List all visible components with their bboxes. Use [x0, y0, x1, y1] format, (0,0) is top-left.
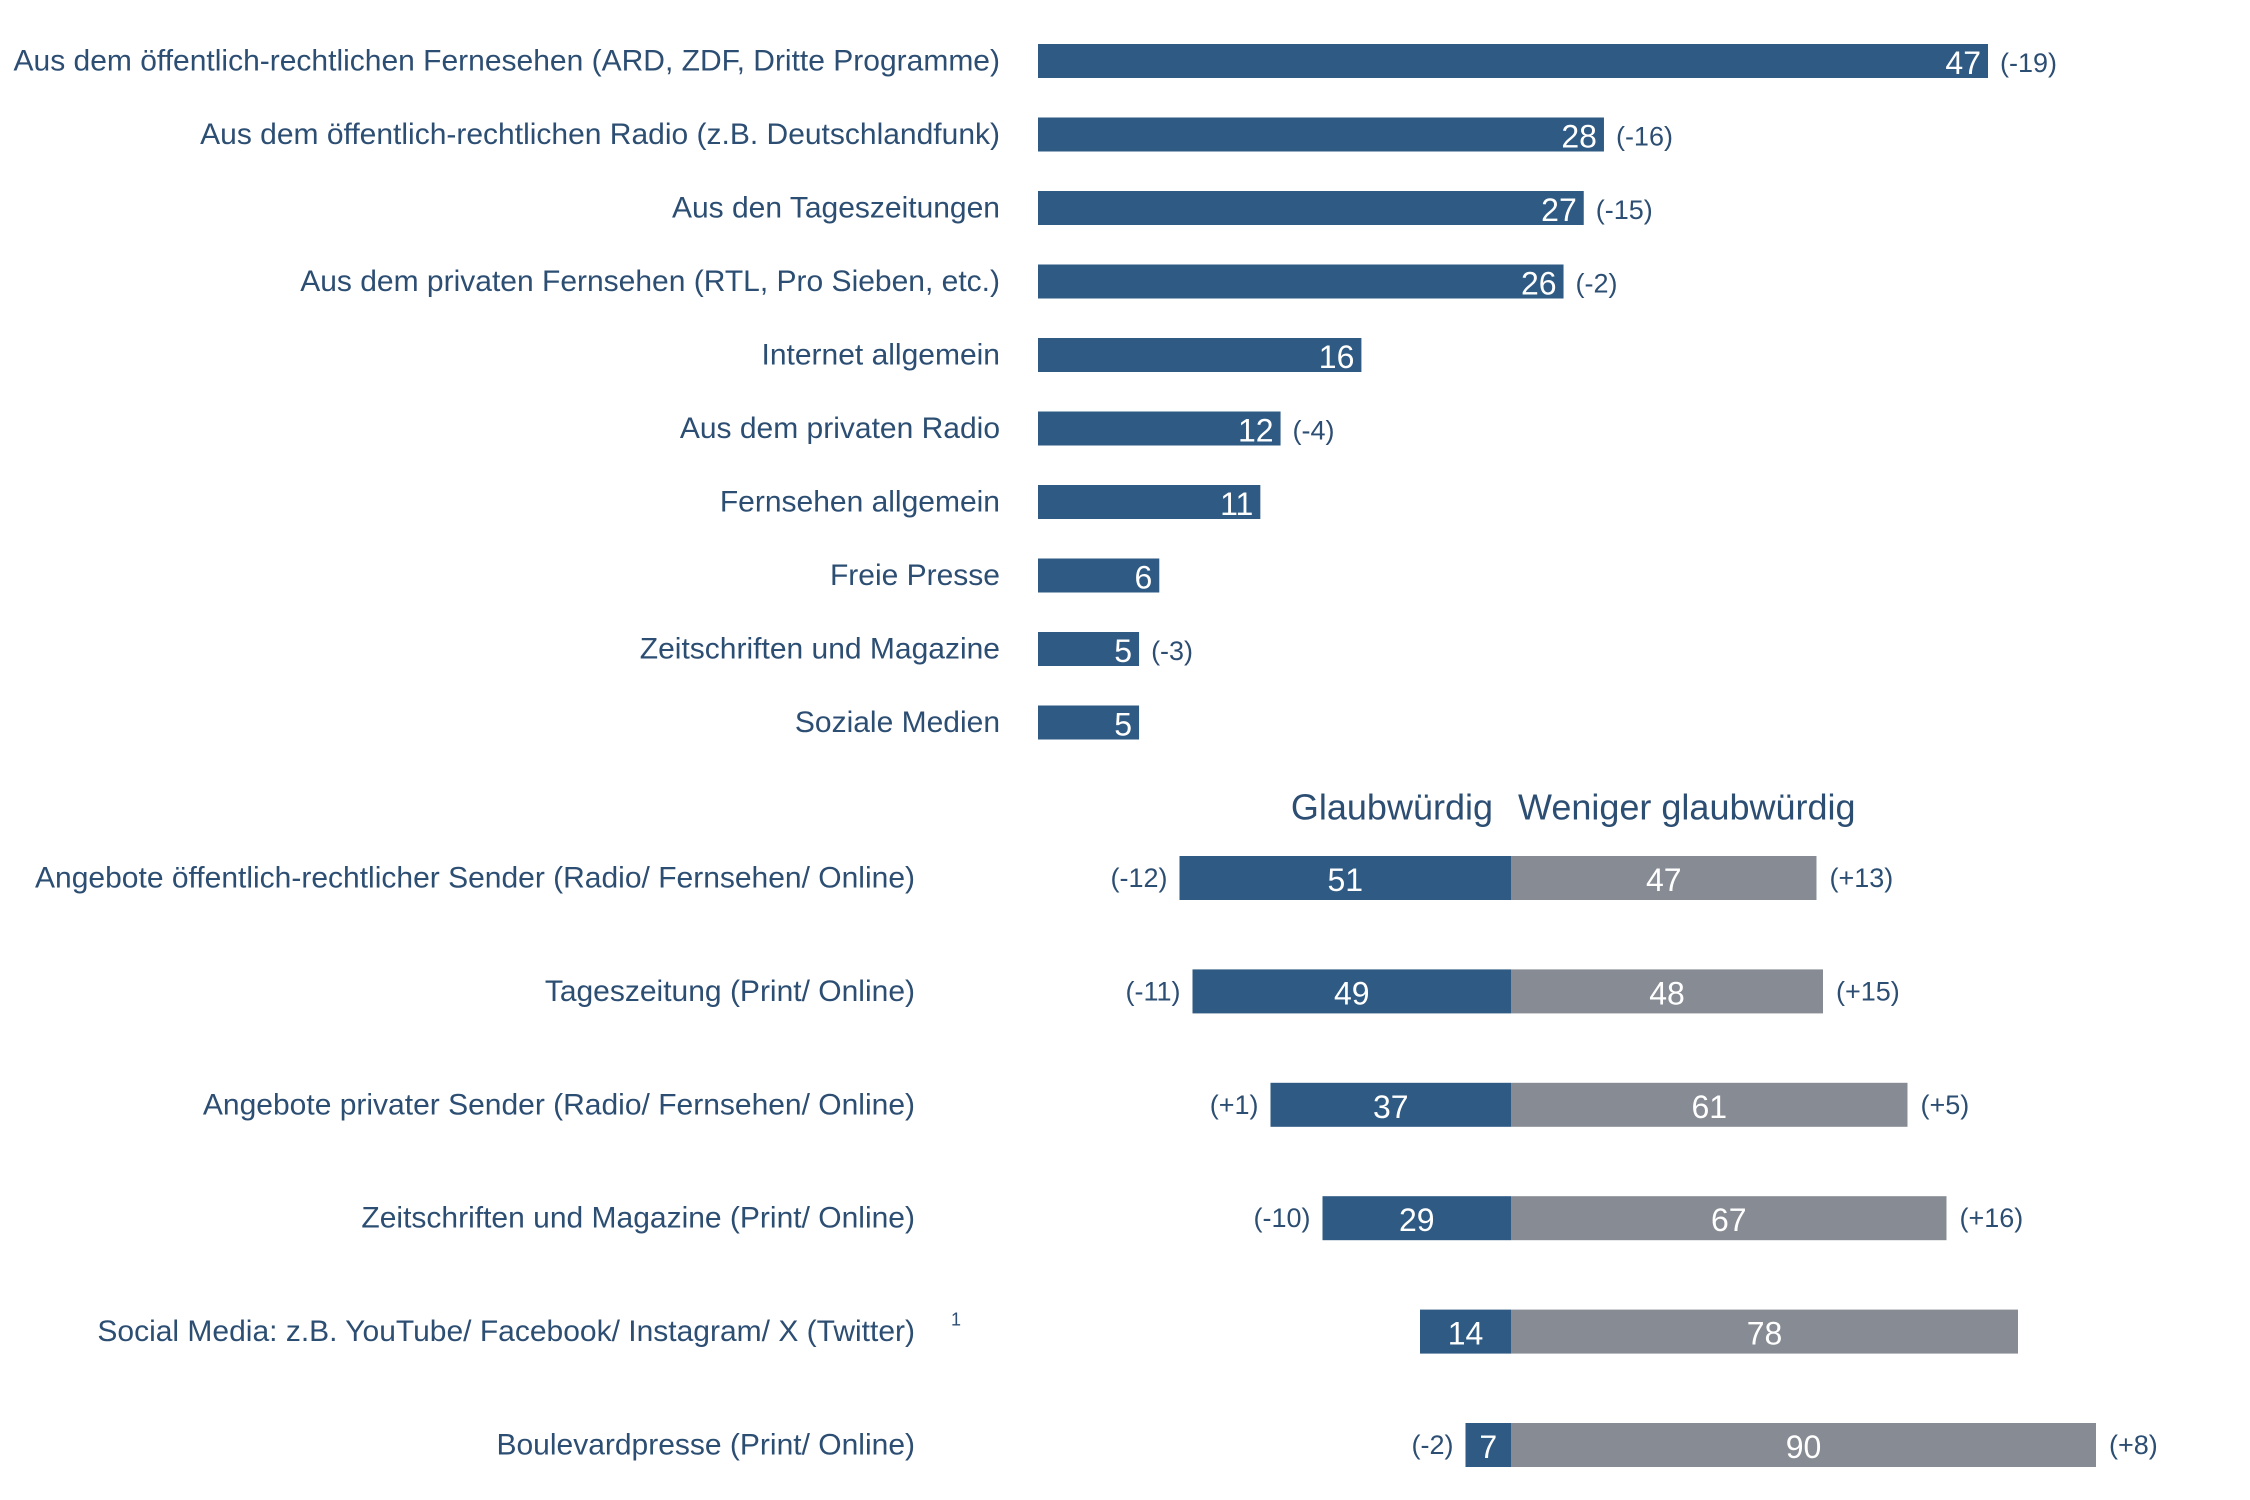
category-label: Aus dem öffentlich-rechtlichen Fernesehe… — [14, 45, 1000, 78]
bar-glaubwuerdig — [1465, 1423, 1511, 1467]
category-label: Aus dem privaten Fernsehen (RTL, Pro Sie… — [300, 265, 1000, 298]
bar — [1038, 44, 1988, 78]
data-label-glaubwuerdig: 14 — [1448, 1316, 1484, 1352]
category-label: Zeitschriften und Magazine — [640, 633, 1000, 666]
data-label: 5 — [1114, 633, 1132, 669]
data-label-weniger-glaubwuerdig: 67 — [1711, 1202, 1747, 1238]
top-chart: Aus dem öffentlich-rechtlichen Fernesehe… — [14, 44, 2057, 743]
change-label: (-16) — [1616, 122, 1673, 152]
change-label-weniger-glaubwuerdig: (+13) — [1830, 863, 1894, 893]
data-label: 6 — [1134, 560, 1152, 596]
category-label: Fernsehen allgemein — [720, 486, 1000, 519]
footnote-marker: 1 — [951, 1310, 961, 1330]
bar — [1038, 264, 1564, 299]
change-label: (-3) — [1151, 636, 1193, 666]
change-label-weniger-glaubwuerdig: (+16) — [1960, 1203, 2024, 1233]
bar — [1038, 191, 1584, 225]
bar-weniger-glaubwuerdig — [1511, 1082, 1908, 1127]
category-label: Tageszeitung (Print/ Online) — [545, 975, 915, 1008]
category-label: Soziale Medien — [795, 706, 1000, 739]
data-label-glaubwuerdig: 29 — [1399, 1202, 1435, 1238]
bar — [1038, 558, 1160, 593]
bar — [1038, 632, 1140, 666]
bar — [1038, 117, 1604, 152]
bar-weniger-glaubwuerdig — [1511, 1196, 1947, 1241]
data-label: 11 — [1220, 486, 1253, 522]
change-label-weniger-glaubwuerdig: (+8) — [2109, 1430, 2158, 1460]
category-label: Zeitschriften und Magazine (Print/ Onlin… — [361, 1202, 915, 1235]
bar-weniger-glaubwuerdig — [1511, 856, 1817, 900]
change-label-glaubwuerdig: (-12) — [1110, 863, 1167, 893]
bar — [1038, 485, 1261, 519]
category-label: Social Media: z.B. YouTube/ Facebook/ In… — [97, 1315, 915, 1348]
data-label: 5 — [1114, 707, 1132, 743]
bottom-chart: Glaubwürdig Weniger glaubwürdig Angebote ö… — [35, 787, 2158, 1467]
data-label-glaubwuerdig: 49 — [1334, 975, 1370, 1011]
data-label: 28 — [1561, 119, 1597, 155]
data-label-glaubwuerdig: 37 — [1373, 1089, 1409, 1125]
data-label-weniger-glaubwuerdig: 61 — [1691, 1089, 1727, 1125]
bar — [1038, 411, 1281, 446]
data-label-glaubwuerdig: 51 — [1327, 862, 1363, 898]
category-label: Internet allgemein — [762, 339, 1000, 372]
category-label: Aus dem privaten Radio — [680, 412, 1000, 445]
bar-weniger-glaubwuerdig — [1511, 1423, 2096, 1467]
bar-glaubwuerdig — [1420, 1309, 1511, 1354]
change-label-glaubwuerdig: (-11) — [1125, 976, 1180, 1006]
data-label: 16 — [1319, 339, 1355, 375]
change-label-weniger-glaubwuerdig: (+15) — [1836, 976, 1900, 1006]
bar-glaubwuerdig — [1179, 856, 1511, 900]
category-label: Angebote öffentlich-rechtlicher Sender (… — [35, 862, 915, 895]
change-label: (-19) — [2000, 48, 2057, 78]
category-label: Angebote privater Sender (Radio/ Fernseh… — [203, 1088, 915, 1121]
category-label: Boulevardpresse (Print/ Online) — [496, 1429, 915, 1462]
change-label-glaubwuerdig: (-2) — [1412, 1430, 1454, 1460]
bar — [1038, 705, 1140, 740]
header-weniger-glaubwuerdig: Weniger glaubwürdig — [1518, 787, 1856, 828]
data-label: 26 — [1521, 266, 1557, 302]
data-label-weniger-glaubwuerdig: 47 — [1646, 862, 1682, 898]
change-label-glaubwuerdig: (-10) — [1253, 1203, 1310, 1233]
change-label-glaubwuerdig: (+1) — [1210, 1090, 1259, 1120]
bar-glaubwuerdig — [1322, 1196, 1511, 1241]
data-label-glaubwuerdig: 7 — [1479, 1429, 1497, 1465]
header-glaubwuerdig: Glaubwürdig — [1291, 787, 1493, 828]
change-label-weniger-glaubwuerdig: (+5) — [1921, 1090, 1970, 1120]
change-label: (-15) — [1596, 195, 1653, 225]
data-label-weniger-glaubwuerdig: 48 — [1649, 975, 1685, 1011]
bar-weniger-glaubwuerdig — [1511, 1309, 2018, 1354]
bar — [1038, 338, 1362, 372]
category-label: Aus den Tageszeitungen — [672, 192, 1000, 225]
bar-glaubwuerdig — [1192, 969, 1511, 1014]
bar-glaubwuerdig — [1270, 1082, 1511, 1127]
data-label: 12 — [1238, 413, 1274, 449]
category-label: Freie Presse — [830, 559, 1000, 592]
data-label-weniger-glaubwuerdig: 78 — [1747, 1316, 1783, 1352]
data-label: 27 — [1541, 192, 1577, 228]
bar-weniger-glaubwuerdig — [1511, 969, 1823, 1014]
category-label: Aus dem öffentlich-rechtlichen Radio (z.… — [200, 118, 1000, 151]
data-label: 47 — [1945, 45, 1981, 81]
change-label: (-4) — [1293, 416, 1335, 446]
change-label: (-2) — [1576, 269, 1618, 299]
data-label-weniger-glaubwuerdig: 90 — [1786, 1429, 1822, 1465]
